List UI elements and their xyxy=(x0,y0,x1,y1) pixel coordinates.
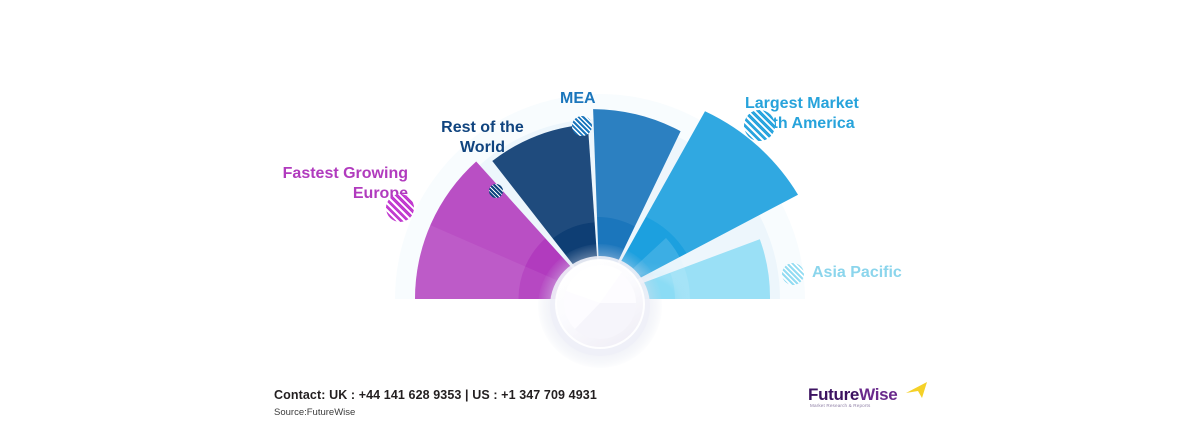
striped-circle-marker-asia-pacific-icon xyxy=(782,263,804,285)
footer: Contact: UK : +44 141 628 9353 | US : +1… xyxy=(0,380,1200,428)
label-rest-of-world-line1: Rest of the xyxy=(441,119,524,136)
regional-fan-chart xyxy=(395,94,805,368)
petal-europe[interactable] xyxy=(414,161,600,300)
label-europe-line2: Europe xyxy=(352,185,408,202)
logo-word-future: Future xyxy=(808,385,860,404)
logo-tagline: Market Research & Reports xyxy=(810,403,871,408)
petal-group xyxy=(395,94,805,299)
fan-chart-svg xyxy=(395,94,805,368)
label-asia-pacific-line1: Asia Pacific xyxy=(812,264,902,281)
logo-wordmark: FutureWise xyxy=(808,385,898,405)
center-hub xyxy=(538,244,662,368)
label-mea[interactable]: MEA xyxy=(560,89,596,109)
label-north-america-line1: Largest Market xyxy=(745,95,859,112)
label-rest-of-world-line2: World xyxy=(459,139,506,156)
striped-circle-marker-rest-of-world-icon xyxy=(489,184,503,198)
contact-line: Contact: UK : +44 141 628 9353 | US : +1… xyxy=(274,388,597,402)
label-europe-line1: Fastest Growing xyxy=(282,165,408,182)
logo-arrow-icon xyxy=(906,382,927,398)
label-asia-pacific[interactable]: Asia Pacific xyxy=(812,263,902,283)
striped-circle-marker-europe-icon xyxy=(386,194,414,222)
source-line: Source:FutureWise xyxy=(274,407,356,418)
label-europe[interactable]: Fastest Growing Europe xyxy=(258,164,408,204)
futurewise-logo[interactable]: FutureWise Market Research & Reports xyxy=(808,382,928,416)
label-rest-of-world[interactable]: Rest of the World xyxy=(425,118,540,158)
logo-word-wise: Wise xyxy=(859,385,898,404)
petal-north-america[interactable] xyxy=(600,111,798,299)
striped-circle-marker-north-america-icon xyxy=(744,110,775,141)
striped-circle-marker-mea-icon xyxy=(572,116,592,136)
label-mea-line1: MEA xyxy=(560,90,596,107)
